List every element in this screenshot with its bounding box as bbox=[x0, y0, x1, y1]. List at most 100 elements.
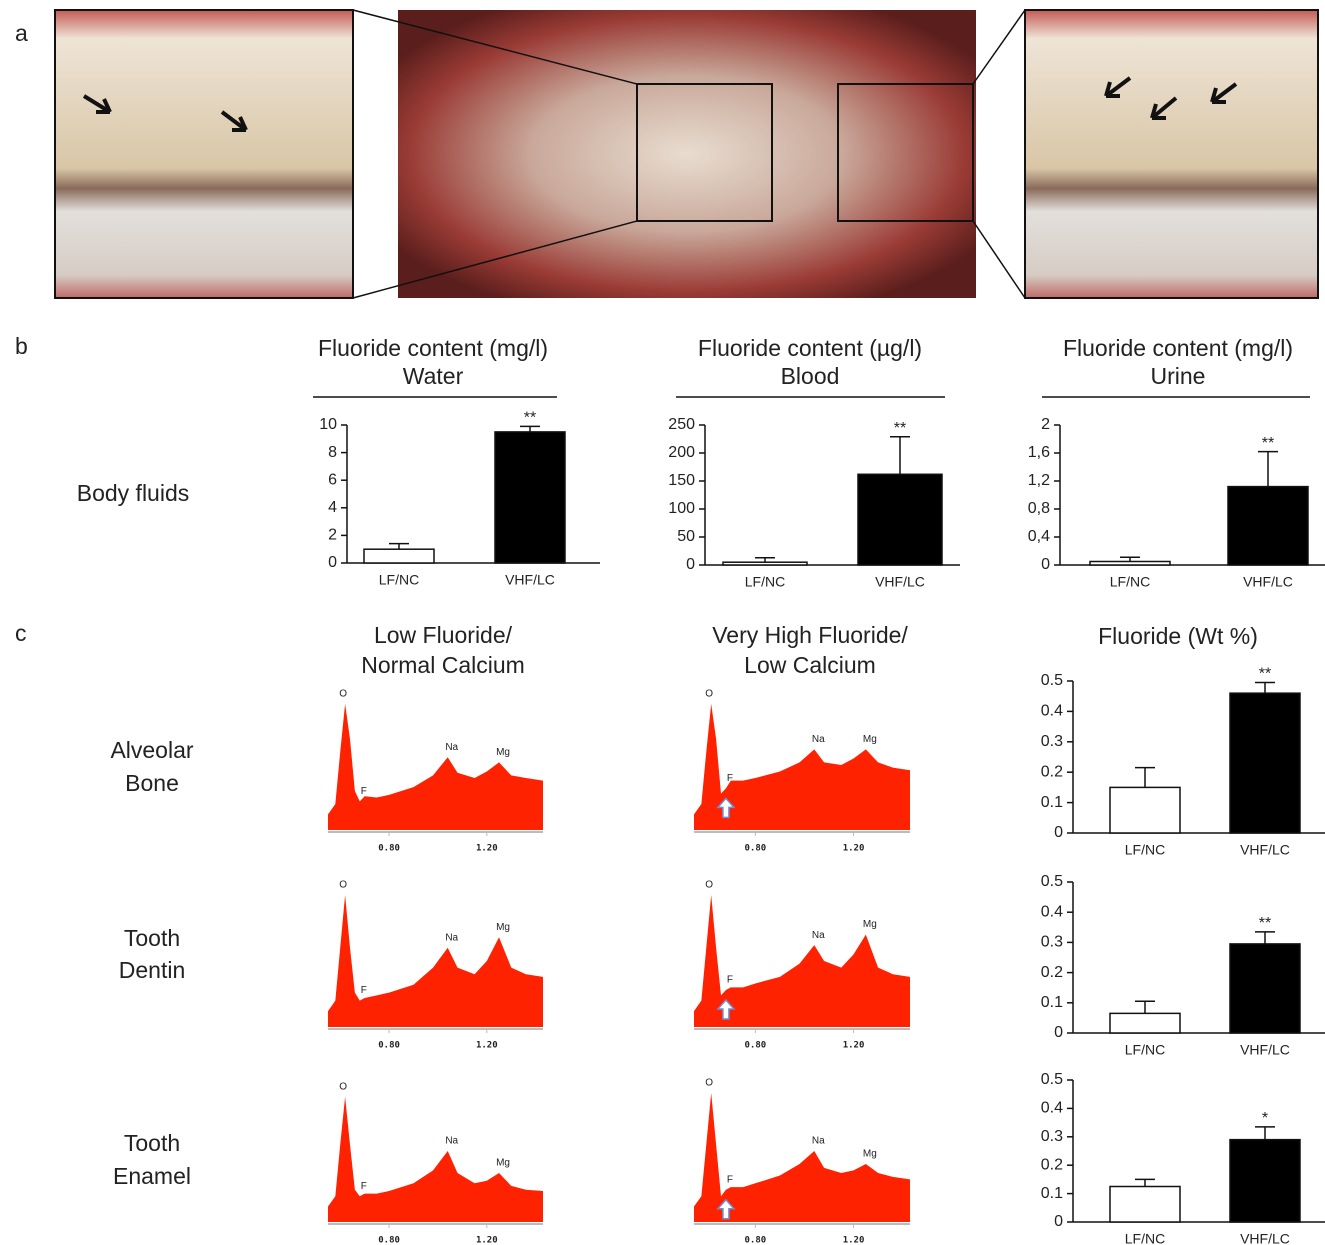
y-tick-label: 100 bbox=[668, 500, 695, 517]
x-tick-label: LF/NC bbox=[1125, 1231, 1165, 1245]
column-title: Low Fluoride/ bbox=[374, 622, 513, 648]
x-tick-label: VHF/LC bbox=[1240, 1042, 1290, 1058]
peak-label: Na bbox=[812, 930, 825, 941]
peak-label: O bbox=[705, 689, 713, 700]
y-tick-label: 0 bbox=[1054, 824, 1063, 841]
row-label: Body fluids bbox=[77, 480, 190, 506]
bar bbox=[495, 432, 565, 563]
y-tick-label: 0.1 bbox=[1041, 1185, 1063, 1202]
peak-label: O bbox=[339, 1082, 347, 1093]
significance: ** bbox=[1262, 435, 1274, 452]
peak-label: O bbox=[705, 880, 713, 891]
bar bbox=[1230, 944, 1300, 1033]
y-tick-label: 0 bbox=[1041, 556, 1050, 573]
bar bbox=[1090, 562, 1170, 566]
peak-label: O bbox=[705, 1078, 713, 1089]
x-tick-label: 1.20 bbox=[476, 844, 498, 854]
figure: a b c Body fluids Alveolar Bone Tooth De… bbox=[0, 0, 1325, 1245]
bar bbox=[364, 549, 434, 563]
chart-subtitle: Blood bbox=[781, 363, 840, 389]
x-tick-label: LF/NC bbox=[1125, 1042, 1165, 1058]
bar bbox=[1110, 787, 1180, 833]
peak-label: Mg bbox=[496, 1158, 510, 1169]
x-tick-label: LF/NC bbox=[745, 574, 785, 590]
y-tick-label: 0,8 bbox=[1028, 500, 1050, 517]
y-tick-label: 0.3 bbox=[1041, 733, 1063, 750]
peak-label: F bbox=[727, 975, 733, 986]
x-tick-label: LF/NC bbox=[1125, 842, 1165, 858]
peak-label: O bbox=[339, 689, 347, 700]
peak-label: F bbox=[361, 786, 367, 797]
y-tick-label: 0.5 bbox=[1041, 1071, 1063, 1088]
row-label: Tooth bbox=[124, 925, 180, 951]
y-tick-label: 0.1 bbox=[1041, 794, 1063, 811]
y-tick-label: 0.2 bbox=[1041, 763, 1063, 780]
y-tick-label: 0 bbox=[1054, 1024, 1063, 1041]
chart-subtitle: Water bbox=[403, 363, 464, 389]
peak-label: F bbox=[727, 773, 733, 784]
y-tick-label: 0.4 bbox=[1041, 903, 1063, 920]
x-tick-label: VHF/LC bbox=[875, 574, 925, 590]
significance: ** bbox=[1259, 666, 1271, 683]
x-tick-label: VHF/LC bbox=[1240, 842, 1290, 858]
y-tick-label: 0.4 bbox=[1041, 1100, 1063, 1117]
peak-label: F bbox=[361, 985, 367, 996]
bar bbox=[1110, 1013, 1180, 1033]
bar bbox=[1228, 487, 1308, 565]
row-label: Dentin bbox=[119, 957, 185, 983]
peak-label: Na bbox=[812, 734, 825, 745]
peak-label: O bbox=[339, 880, 347, 891]
y-tick-label: 0,4 bbox=[1028, 528, 1050, 545]
y-tick-label: 0.1 bbox=[1041, 994, 1063, 1011]
x-tick-label: 0.80 bbox=[745, 844, 767, 854]
peak-label: Na bbox=[445, 932, 458, 943]
chart-title: Fluoride content (mg/l) bbox=[1063, 335, 1293, 361]
peak-label: F bbox=[361, 1181, 367, 1192]
chart-subtitle: Urine bbox=[1151, 363, 1206, 389]
y-tick-label: 1,6 bbox=[1028, 444, 1050, 461]
significance: ** bbox=[1259, 915, 1271, 932]
x-tick-label: 1.20 bbox=[476, 1236, 498, 1245]
bar bbox=[858, 474, 942, 565]
bar bbox=[723, 562, 807, 565]
panel-label: b bbox=[15, 333, 28, 359]
x-tick-label: 1.20 bbox=[476, 1041, 498, 1051]
chart-title: Fluoride content (mg/l) bbox=[318, 335, 548, 361]
chart-title: Fluoride content (µg/l) bbox=[698, 335, 922, 361]
x-tick-label: VHF/LC bbox=[505, 572, 555, 588]
y-tick-label: 0.2 bbox=[1041, 1156, 1063, 1173]
row-label: Tooth bbox=[124, 1130, 180, 1156]
chart-title: Fluoride (Wt %) bbox=[1098, 623, 1258, 649]
y-tick-label: 8 bbox=[328, 444, 337, 461]
x-tick-label: 0.80 bbox=[378, 1236, 400, 1245]
row-label: Enamel bbox=[113, 1163, 191, 1189]
peak-label: Na bbox=[812, 1136, 825, 1147]
y-tick-label: 250 bbox=[668, 416, 695, 433]
peak-label: F bbox=[727, 1174, 733, 1185]
peak-label: Mg bbox=[863, 919, 877, 930]
x-tick-label: 0.80 bbox=[745, 1041, 767, 1051]
spectrum bbox=[328, 895, 543, 1027]
y-tick-label: 0.2 bbox=[1041, 964, 1063, 981]
bar bbox=[1230, 1140, 1300, 1222]
column-title: Normal Calcium bbox=[361, 652, 525, 678]
x-tick-label: 1.20 bbox=[843, 844, 865, 854]
y-tick-label: 200 bbox=[668, 444, 695, 461]
row-label: Alveolar bbox=[110, 737, 193, 763]
connector bbox=[973, 221, 1025, 298]
peak-label: Na bbox=[445, 742, 458, 753]
x-tick-label: 1.20 bbox=[843, 1041, 865, 1051]
y-tick-label: 0.3 bbox=[1041, 934, 1063, 951]
row-label: Bone bbox=[125, 770, 179, 796]
connector bbox=[973, 10, 1025, 84]
y-tick-label: 0.4 bbox=[1041, 703, 1063, 720]
y-tick-label: 50 bbox=[677, 528, 695, 545]
peak-label: Na bbox=[445, 1136, 458, 1147]
bar bbox=[1230, 693, 1300, 833]
y-tick-label: 2 bbox=[328, 527, 337, 544]
y-tick-label: 150 bbox=[668, 472, 695, 489]
y-tick-label: 10 bbox=[319, 416, 337, 433]
significance: ** bbox=[894, 420, 906, 437]
column-title: Very High Fluoride/ bbox=[712, 622, 908, 648]
y-tick-label: 4 bbox=[328, 499, 337, 516]
